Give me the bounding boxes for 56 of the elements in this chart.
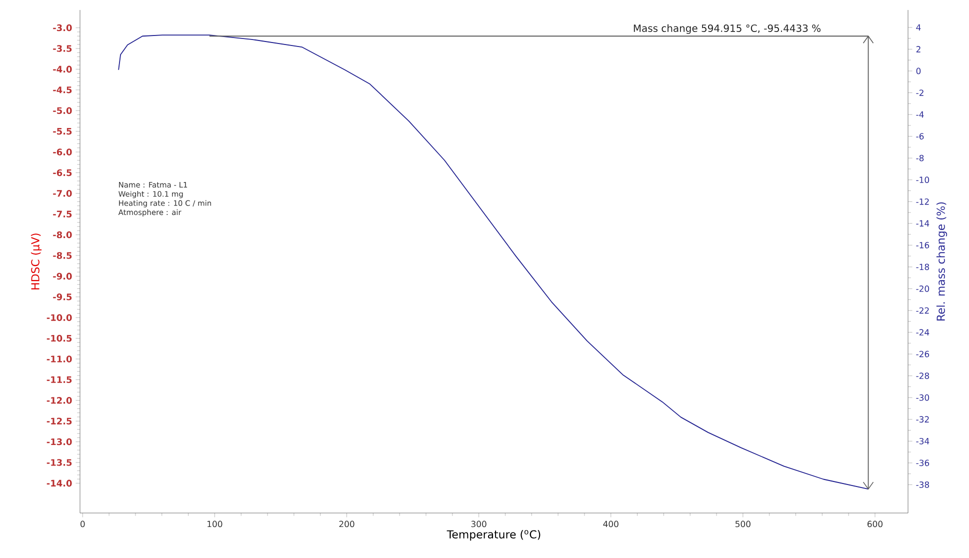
y2-tick-label: -16 bbox=[916, 242, 930, 248]
y-tick-label: -7.5 bbox=[53, 210, 72, 218]
y2-tick-label: 4 bbox=[916, 24, 921, 31]
y-tick-label: -8.5 bbox=[53, 252, 72, 259]
y2-tick-label: 2 bbox=[916, 46, 920, 52]
x-tick-label: 0 bbox=[80, 520, 85, 528]
y-tick-label: -4.0 bbox=[53, 66, 72, 73]
y2-axis-title: Rel. mass change (%) bbox=[936, 202, 948, 320]
y-tick-label: -13.0 bbox=[46, 438, 72, 446]
y-tick-label: -9.5 bbox=[53, 294, 72, 300]
y2-tick-label: -34 bbox=[916, 438, 930, 444]
y-tick-label: -3.5 bbox=[53, 45, 72, 52]
x-tick-label: 500 bbox=[736, 520, 750, 528]
y-tick-label: -5.5 bbox=[53, 128, 72, 135]
y-tick-label: -4.5 bbox=[53, 86, 72, 94]
y-tick-label: -10.0 bbox=[46, 314, 72, 321]
y-tick-label: -11.5 bbox=[46, 376, 72, 384]
y2-tick-label: -22 bbox=[916, 307, 929, 314]
y-tick-label: -6.0 bbox=[53, 148, 72, 156]
y-tick-label: -13.5 bbox=[46, 459, 72, 466]
y-tick-label: -9.0 bbox=[53, 272, 72, 280]
y2-tick-label: -6 bbox=[916, 133, 924, 140]
x-tick-label: 400 bbox=[603, 520, 618, 528]
y2-tick-label: -30 bbox=[916, 394, 930, 401]
y2-tick-label: -8 bbox=[916, 154, 924, 162]
y-tick-label: -11.0 bbox=[46, 356, 72, 362]
y-tick-label: -5.0 bbox=[53, 107, 72, 114]
y-tick-label: -7.0 bbox=[53, 190, 72, 197]
y2-tick-label: 0 bbox=[916, 68, 921, 74]
y-tick-label: -12.0 bbox=[46, 397, 72, 404]
y2-tick-label: -24 bbox=[916, 329, 930, 336]
y-tick-label: -10.5 bbox=[46, 334, 72, 342]
y-tick-label: -6.5 bbox=[53, 169, 72, 176]
x-tick-label: 200 bbox=[339, 520, 354, 528]
y2-tick-label: -4 bbox=[916, 111, 924, 118]
y-tick-label: -3.0 bbox=[53, 24, 72, 32]
x-tick-label: 300 bbox=[471, 520, 486, 528]
annotation: Mass change 594.915 °C, -95.4433 % bbox=[634, 24, 821, 34]
y2-tick-label: -14 bbox=[916, 220, 930, 226]
y2-tick-label: -2 bbox=[916, 90, 924, 96]
y2-tick-label: -26 bbox=[916, 350, 930, 358]
x-tick-label: 600 bbox=[868, 520, 883, 528]
y2-tick-label: -38 bbox=[916, 481, 930, 488]
y-tick-label: -8.0 bbox=[53, 231, 72, 238]
y2-tick-label: -20 bbox=[916, 286, 930, 292]
y-tick-label: -14.0 bbox=[46, 480, 72, 487]
y-tick-label: -12.5 bbox=[46, 418, 72, 424]
y2-tick-label: -18 bbox=[916, 264, 930, 270]
y2-tick-label: -36 bbox=[916, 460, 930, 466]
y2-tick-label: -32 bbox=[916, 416, 929, 423]
y2-tick-label: -10 bbox=[916, 176, 930, 184]
y2-tick-label: -28 bbox=[916, 372, 930, 380]
y2-tick-label: -12 bbox=[916, 198, 929, 205]
x-tick-label: 100 bbox=[208, 520, 222, 528]
y-axis-title: HDSC (µV) bbox=[30, 234, 42, 290]
x-axis-title: Temperature ($^{o}$C) bbox=[446, 530, 540, 541]
